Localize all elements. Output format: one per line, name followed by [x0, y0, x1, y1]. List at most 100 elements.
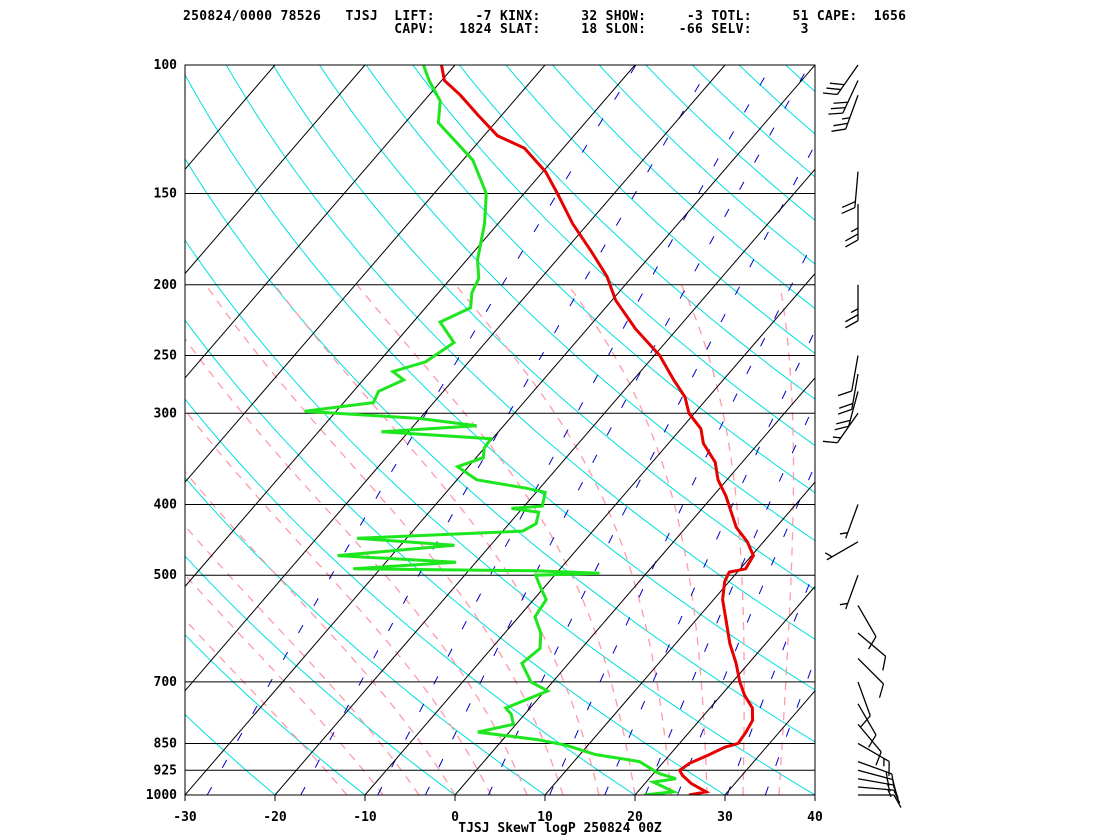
moist-adiabat-line: [185, 409, 492, 795]
wind-barb: [857, 742, 890, 776]
isotherm-line: [544, 481, 815, 795]
wind-barb: [857, 760, 895, 789]
moist-adiabat-line: [356, 284, 636, 795]
wind-barb: [857, 681, 871, 728]
mixing-ratio-line: [377, 65, 773, 795]
dry-adiabat-line: [926, 65, 1120, 795]
pressure-tick-label: 700: [154, 675, 178, 690]
pressure-tick-label: 300: [154, 406, 178, 421]
dry-adiabat-line: [459, 65, 815, 400]
wind-barb: [845, 203, 859, 248]
dry-adiabat-line: [412, 65, 815, 447]
wind-barb: [857, 605, 877, 650]
isotherm-line: [185, 65, 636, 588]
wind-barb: [857, 723, 882, 766]
temperature-tick-label: -10: [353, 810, 377, 825]
moist-adiabat-line: [185, 337, 528, 795]
temperature-profile-line: [440, 65, 756, 795]
moist-adiabat-line: [274, 284, 600, 795]
wind-barb: [858, 794, 902, 808]
dry-adiabat-line: [225, 65, 815, 640]
pressure-tick-label: 1000: [146, 788, 177, 803]
temperature-tick-label: 20: [627, 810, 643, 825]
header-indices-line-2: CAPV: 1824 SLAT: 18 SLON: -66 SELV: 3: [183, 22, 809, 37]
pressure-tick-label: 925: [154, 763, 177, 778]
moist-adiabat-line: [185, 618, 348, 795]
isotherm-line: [185, 65, 546, 483]
isotherm-line: [185, 65, 276, 171]
temperature-tick-label: 30: [717, 810, 733, 825]
isotherm-line: [0, 65, 95, 795]
dry-adiabat-line: [505, 65, 815, 355]
dry-adiabat-line: [185, 634, 366, 795]
temperature-tick-label: -30: [173, 810, 197, 825]
plot-area: [0, 65, 1120, 795]
temperature-tick-label: 10: [537, 810, 553, 825]
mixing-ratio-line: [604, 329, 815, 795]
wind-barb: [857, 657, 885, 698]
dry-adiabat-line: [552, 65, 815, 310]
mixing-ratio-line: [764, 658, 815, 795]
dry-adiabat-line: [185, 555, 456, 795]
dry-adiabat-line: [692, 65, 815, 178]
temperature-tick-label: -20: [263, 810, 287, 825]
wind-barb: [824, 541, 859, 561]
temperature-tick-label: 0: [451, 810, 459, 825]
isotherm-line: [724, 689, 815, 795]
wind-barb: [837, 373, 859, 415]
pressure-tick-label: 500: [154, 568, 178, 583]
wind-barb: [834, 391, 859, 431]
pressure-tick-label: 850: [154, 736, 178, 751]
dry-adiabat-line: [598, 65, 815, 265]
mixing-ratio-line: [488, 143, 815, 795]
dry-adiabat-line: [185, 239, 815, 795]
wind-barb: [837, 355, 859, 397]
wind-barb: [839, 575, 859, 610]
pressure-tick-label: 150: [154, 187, 178, 202]
moist-adiabat-line: [455, 284, 672, 795]
temperature-tick-label: 40: [807, 810, 823, 825]
wind-barb: [822, 64, 859, 96]
wind-barb: [831, 94, 859, 132]
moist-adiabat-line: [205, 284, 564, 795]
plot-frame: [184, 64, 816, 796]
dry-adiabat-line: [365, 65, 815, 494]
isotherm-line: [185, 65, 815, 795]
wind-barb: [839, 504, 859, 539]
mixing-ratio-line: [726, 568, 815, 795]
dry-adiabat-line: [185, 713, 276, 795]
sounding-header: 250824/0000 78526 TJSJ LIFT: -7 KINX: 32…: [0, 0, 1120, 50]
dry-adiabat-line: [0, 65, 95, 795]
isotherm-line: [814, 794, 815, 795]
moist-adiabat-line: [185, 573, 384, 795]
pressure-tick-label: 250: [154, 348, 178, 363]
dewpoint-profile-line: [304, 65, 680, 795]
dry-adiabat-line: [272, 65, 815, 591]
dry-adiabat-line: [185, 319, 726, 795]
pressure-tick-label: 400: [154, 498, 178, 513]
dry-adiabat-line: [185, 398, 636, 795]
header-indices-line-1: 250824/0000 78526 TJSJ LIFT: -7 KINX: 32…: [183, 9, 907, 24]
wind-barbs: [822, 64, 902, 808]
dry-adiabat-line: [645, 65, 815, 221]
isotherm-line: [634, 585, 815, 795]
mixing-ratio-line: [206, 65, 637, 795]
wind-barb: [857, 703, 877, 748]
pressure-tick-label: 200: [154, 278, 178, 293]
isotherm-line: [185, 65, 366, 275]
dry-adiabat-line: [185, 157, 815, 743]
dry-adiabat-line: [879, 65, 1120, 795]
isotherm-line: [274, 168, 815, 795]
wind-barb: [857, 786, 901, 804]
mixing-ratio-line: [424, 65, 810, 795]
pressure-tick-label: 100: [154, 58, 178, 73]
dry-adiabat-line: [738, 65, 815, 135]
wind-barb: [845, 284, 859, 329]
moist-adiabat-line: [680, 284, 745, 795]
mixing-ratio-line: [300, 65, 712, 795]
wind-barb: [828, 80, 859, 115]
dry-adiabat-line: [319, 65, 815, 542]
isotherm-line: [185, 65, 456, 379]
chart-title: TJSJ SkewT logP 250824 00Z: [458, 821, 662, 836]
